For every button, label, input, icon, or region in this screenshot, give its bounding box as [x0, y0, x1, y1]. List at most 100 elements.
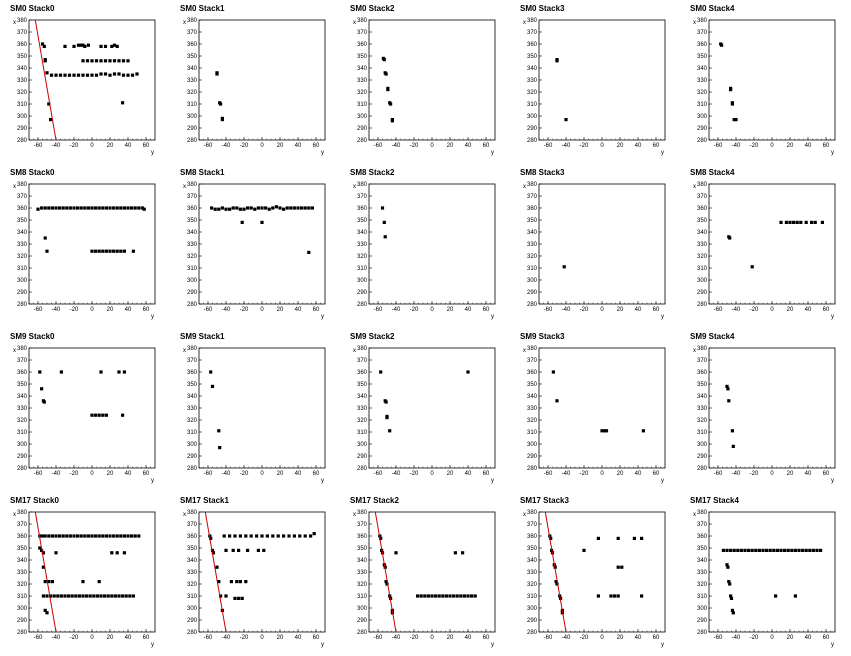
data-point [85, 594, 89, 598]
data-point [747, 548, 751, 552]
data-point [43, 534, 47, 538]
data-point [385, 582, 389, 586]
y-tick-label: 300 [697, 114, 708, 120]
y-tick-label: 280 [17, 302, 28, 308]
data-point [140, 206, 144, 210]
x-tick-label: -20 [70, 307, 79, 313]
data-point [265, 534, 269, 538]
y-tick-label: 330 [527, 242, 538, 248]
data-point [267, 207, 271, 211]
y-tick-label: 290 [697, 618, 708, 624]
y-tick-label: 320 [697, 254, 708, 260]
x-tick-label: 20 [447, 143, 454, 149]
x-tick-label: -20 [240, 143, 249, 149]
data-point [122, 206, 126, 210]
x-tick-label: -60 [374, 471, 383, 477]
x-tick-label: -20 [410, 143, 419, 149]
y-axis-title: x [353, 512, 356, 518]
x-axis-title: y [661, 642, 664, 648]
x-tick-label: 20 [617, 143, 624, 149]
y-tick-label: 380 [527, 346, 538, 352]
y-tick-label: 340 [17, 394, 28, 400]
y-tick-label: 360 [187, 534, 198, 540]
data-point [616, 536, 620, 540]
x-tick-label: 40 [295, 143, 302, 149]
x-tick-label: 60 [483, 307, 490, 313]
data-point [112, 206, 116, 210]
data-point [726, 387, 730, 391]
x-tick-label: 0 [90, 471, 94, 477]
data-point [788, 220, 792, 224]
data-point [50, 534, 54, 538]
y-tick-label: 340 [187, 394, 198, 400]
scatter-plot: -60 -40 -20 0 20 40 60 280 290 300 310 320 330 340 350… [13, 510, 156, 648]
chart-title: SM9 Stack3 [520, 332, 565, 341]
data-point [242, 207, 246, 211]
y-tick-label: 310 [357, 430, 368, 436]
y-tick-label: 310 [697, 594, 708, 600]
y-tick-label: 310 [697, 430, 708, 436]
x-tick-label: 0 [430, 471, 434, 477]
x-tick-label: -60 [544, 471, 553, 477]
data-point [94, 73, 99, 77]
scatter-plot: -60 -40 -20 0 20 40 60 280 290 300 310 320 330 340 350… [523, 182, 666, 320]
y-tick-label: 360 [527, 206, 538, 212]
x-tick-label: 60 [823, 143, 830, 149]
y-tick-label: 280 [697, 138, 708, 144]
data-point [54, 534, 58, 538]
data-point [86, 206, 90, 210]
data-point [720, 43, 724, 47]
y-tick-label: 360 [357, 206, 368, 212]
x-axis-title: y [321, 478, 324, 484]
data-point [131, 594, 135, 598]
chart-title: SM17 Stack3 [520, 496, 569, 505]
x-tick-label: 0 [260, 307, 264, 313]
data-point [264, 206, 268, 210]
y-tick-label: 350 [527, 54, 538, 60]
y-tick-label: 280 [187, 630, 198, 636]
x-tick-label: -20 [580, 635, 589, 641]
y-tick-label: 290 [187, 126, 198, 132]
data-point [222, 534, 226, 538]
data-point [121, 73, 126, 77]
data-point [386, 88, 390, 92]
y-tick-label: 350 [187, 54, 198, 60]
data-point [462, 594, 466, 598]
data-point [757, 548, 761, 552]
x-tick-label: -20 [580, 307, 589, 313]
x-tick-label: 40 [465, 307, 472, 313]
x-tick-label: 60 [313, 143, 320, 149]
y-tick-label: 290 [187, 290, 198, 296]
x-axis-title: y [151, 478, 154, 484]
data-point [244, 580, 248, 584]
data-point [99, 59, 103, 63]
data-point [72, 44, 76, 48]
x-tick-label: 20 [107, 635, 114, 641]
y-tick-label: 340 [697, 394, 708, 400]
x-tick-label: -20 [70, 143, 79, 149]
y-tick-label: 370 [357, 194, 368, 200]
y-tick-label: 300 [527, 278, 538, 284]
data-point [786, 548, 790, 552]
chart-panel: SM17 Stack2 -60 -40 -20 0 20 40 60 280 290 300 310 3… [340, 492, 510, 656]
y-tick-label: 290 [697, 454, 708, 460]
data-point [130, 73, 135, 77]
x-tick-label: -40 [392, 635, 401, 641]
data-point [101, 249, 105, 253]
y-tick-label: 370 [697, 194, 708, 200]
data-point [209, 370, 213, 374]
x-tick-label: -20 [750, 635, 759, 641]
scatter-plot: -60 -40 -20 0 20 40 60 280 290 300 310 320 330 340 350… [353, 510, 496, 648]
data-point [43, 236, 47, 240]
data-point [224, 548, 228, 552]
data-point [470, 594, 474, 598]
plot-frame [708, 511, 836, 633]
y-tick-label: 310 [187, 430, 198, 436]
y-tick-label: 380 [187, 18, 198, 24]
scatter-plot: -60 -40 -20 0 20 40 60 280 290 300 310 320 330 340 350… [523, 346, 666, 484]
chart-title: SM8 Stack4 [690, 168, 735, 177]
data-point [237, 548, 241, 552]
x-tick-label: 40 [295, 307, 302, 313]
data-point [121, 594, 125, 598]
x-tick-label: -40 [52, 307, 61, 313]
